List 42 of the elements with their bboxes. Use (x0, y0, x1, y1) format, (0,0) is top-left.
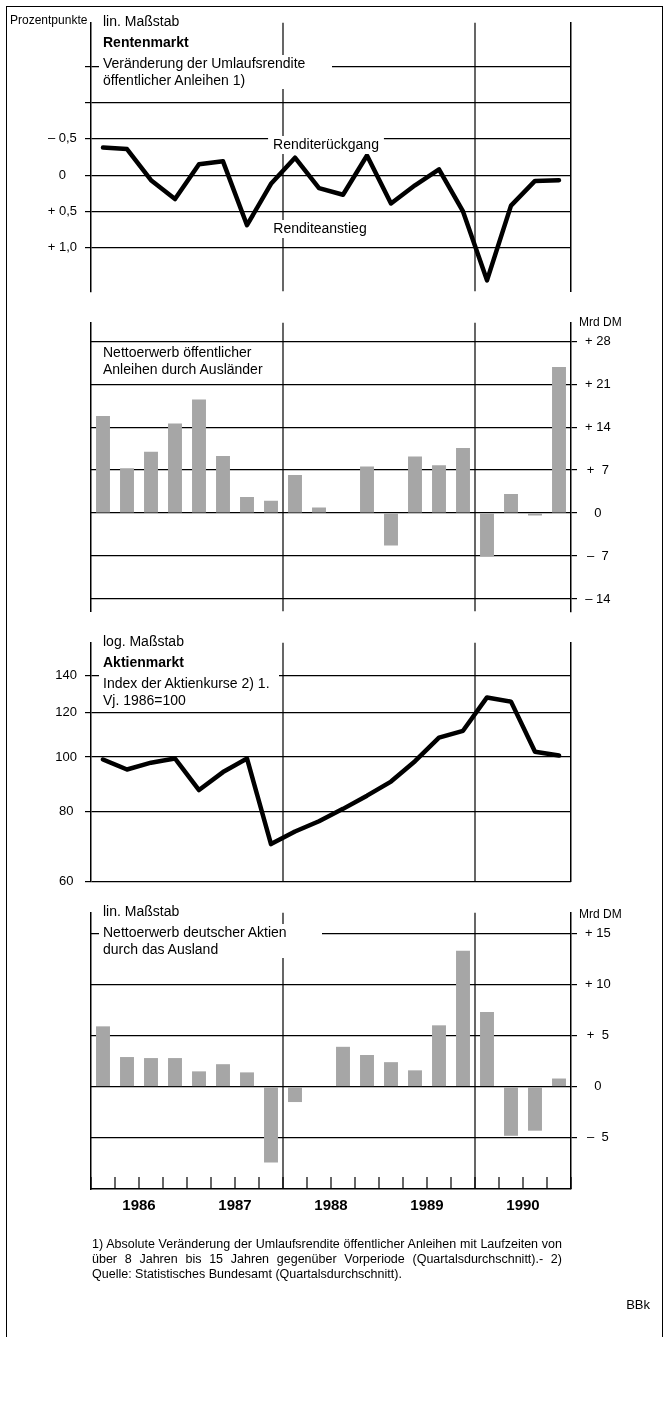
y-tick-label: + 0,5 (47, 202, 77, 218)
y2-tick-label: + 21 (585, 375, 611, 391)
annotation: Renditeanstieg (273, 219, 367, 236)
y2-tick-label: 0 (594, 504, 602, 520)
text: BBk (626, 1297, 650, 1312)
y-tick-label: 0 (58, 166, 66, 182)
x-tick-label: 1987 (218, 1196, 252, 1214)
y-tick-label: + 1,0 (47, 239, 77, 255)
y2-axis-title: Mrd DM (579, 315, 622, 330)
y2-tick-label: – 14 (585, 590, 611, 606)
y2-tick-label: – 5 (586, 1129, 609, 1145)
text: Veränderung der Umlaufsrendite öffentlicher Anleihen 1) (99, 55, 332, 89)
y-tick-label: 80 (58, 802, 74, 818)
y-tick-label: – 0,5 (47, 130, 77, 146)
x-tick-label: 1990 (506, 1196, 540, 1214)
x-tick-label: 1989 (410, 1196, 444, 1214)
x-tick-label: 1988 (314, 1196, 348, 1214)
text: Rentenmarkt (99, 34, 193, 51)
y2-tick-label: 0 (594, 1078, 602, 1094)
y-tick-label: 100 (55, 748, 78, 764)
y-tick-label: 120 (55, 704, 78, 720)
y2-tick-label: + 28 (585, 332, 611, 348)
y2-tick-label: + 14 (585, 418, 611, 434)
text: 1) Absolute Veränderung der Umlaufsrendite öffentlicher Anleihen mit Laufzeiten von über 8 Jahren bis 15 Jahren gegenüber Vorperiode (Quartalsdurchschnitt).- 2) Quelle: Statistisches Bundesamt (Quartalsdurchschnitt). (92, 1237, 562, 1282)
annotation: log. Maßstab (99, 633, 188, 650)
y2-axis-title: Mrd DM (579, 907, 622, 922)
y2-tick-label: + 15 (585, 924, 611, 940)
annotation: Renditerückgang (273, 135, 379, 152)
annotation: lin. Maßstab (99, 903, 184, 920)
text: Index der Aktienkurse 2) 1. Vj. 1986=100 (99, 675, 279, 709)
text: Nettoerwerb deutscher Aktien durch das Ausland (99, 924, 322, 958)
text: Nettoerwerb öffentlicher Anleihen durch Ausländer (102, 344, 264, 379)
y2-tick-label: + 7 (586, 461, 609, 477)
y-axis-title: Prozentpunkte (10, 13, 88, 27)
annotation: lin. Maßstab (99, 13, 184, 30)
y-tick-label: 140 (55, 666, 78, 682)
x-tick-label: 1986 (122, 1196, 156, 1214)
y2-tick-label: + 10 (585, 975, 611, 991)
y2-tick-label: + 5 (586, 1027, 609, 1043)
text: Aktienmarkt (99, 654, 188, 671)
y-tick-label: 60 (58, 872, 74, 888)
y2-tick-label: – 7 (586, 547, 609, 563)
